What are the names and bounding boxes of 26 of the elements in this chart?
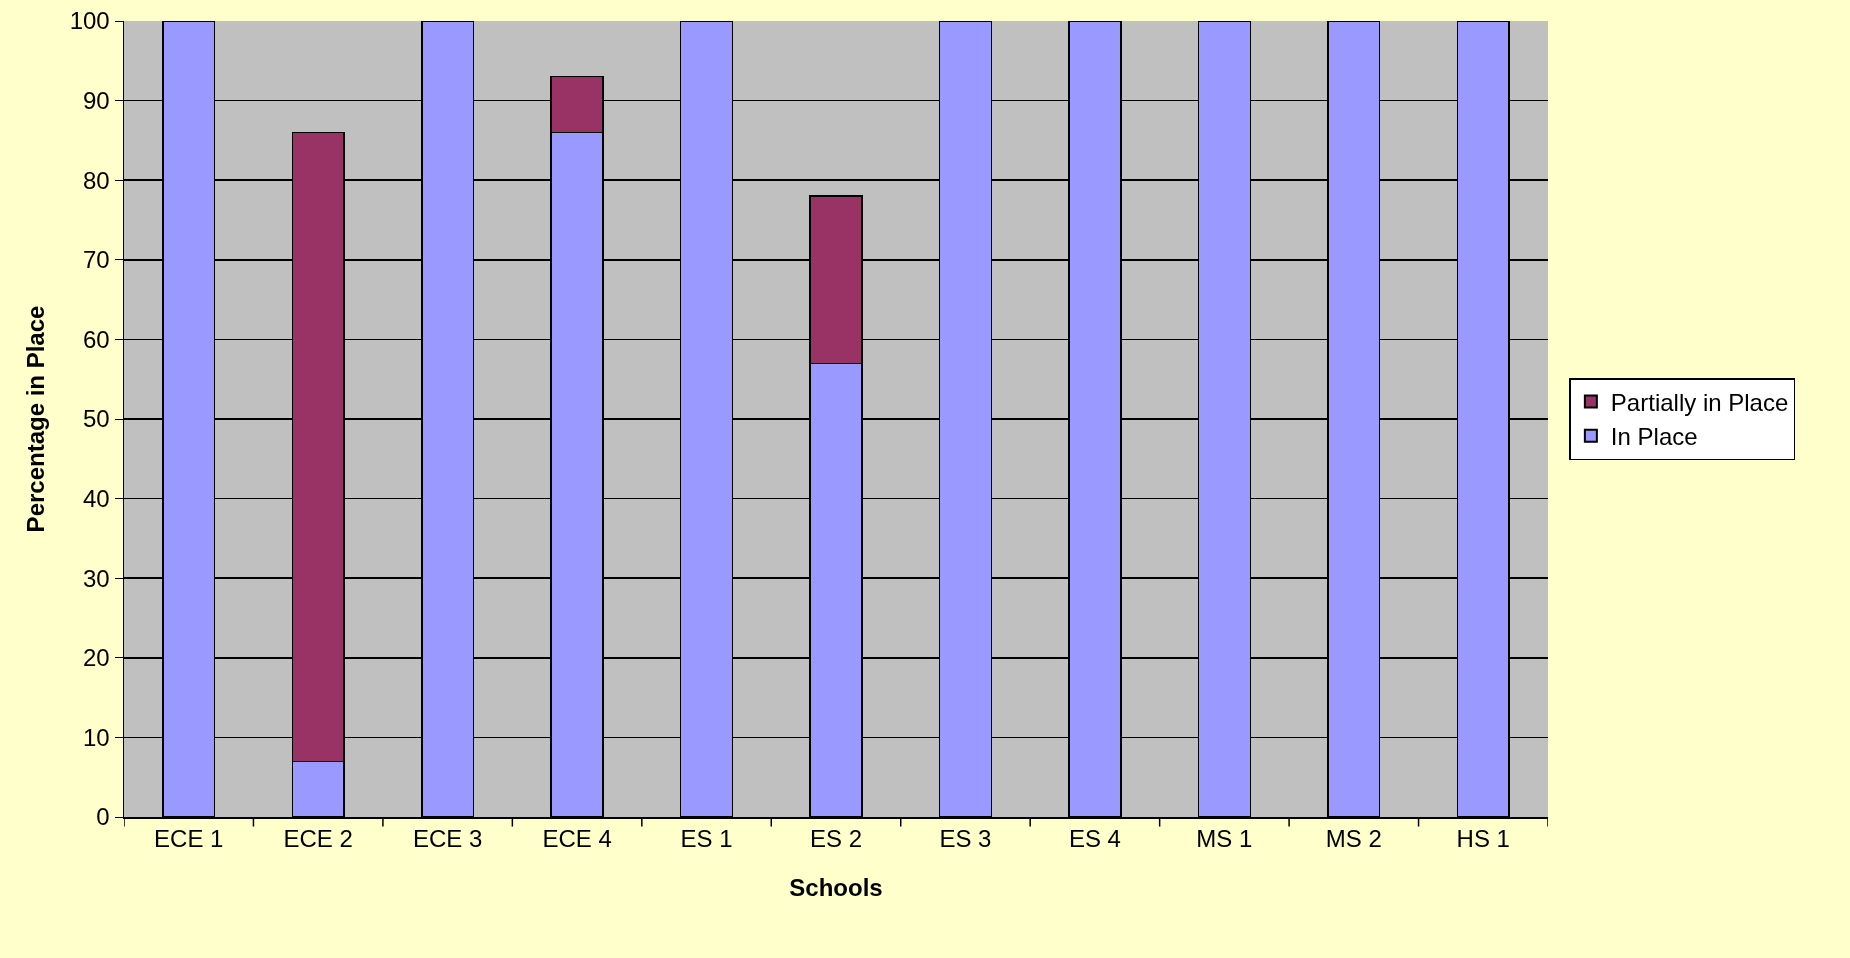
x-tick-label: MS 1 bbox=[1196, 825, 1253, 853]
x-tick-label: MS 2 bbox=[1325, 825, 1382, 853]
y-tick-label: 80 bbox=[83, 166, 110, 194]
y-tick-label: 0 bbox=[96, 803, 110, 831]
x-tick-label: ECE 4 bbox=[542, 825, 612, 853]
y-tick-label: 90 bbox=[83, 87, 110, 114]
legend-label: In Place bbox=[1610, 423, 1698, 451]
y-tick-label: 100 bbox=[69, 7, 110, 35]
x-tick-label: ECE 1 bbox=[154, 825, 224, 853]
x-tick-label: ES 2 bbox=[809, 825, 863, 853]
x-tick-label: HS 1 bbox=[1456, 825, 1510, 853]
x-tick-label: ECE 2 bbox=[283, 825, 353, 853]
y-tick-label: 60 bbox=[83, 325, 110, 353]
y-tick-label: 10 bbox=[83, 723, 110, 751]
legend-label: Partially in Place bbox=[1610, 388, 1789, 416]
y-tick-label: 70 bbox=[83, 246, 110, 274]
x-tick-label: ES 1 bbox=[680, 825, 733, 853]
x-tick-label: ES 4 bbox=[1068, 825, 1121, 853]
x-axis-title: Schools bbox=[789, 874, 883, 902]
y-tick-label: 20 bbox=[83, 644, 110, 672]
y-tick-label: 50 bbox=[83, 405, 110, 433]
x-tick-label: ECE 3 bbox=[412, 825, 483, 853]
y-tick-label: 30 bbox=[83, 564, 110, 592]
y-tick-label: 40 bbox=[83, 485, 110, 512]
y-axis-title: Percentage in Place bbox=[22, 305, 49, 533]
x-tick-label: ES 3 bbox=[939, 825, 992, 853]
